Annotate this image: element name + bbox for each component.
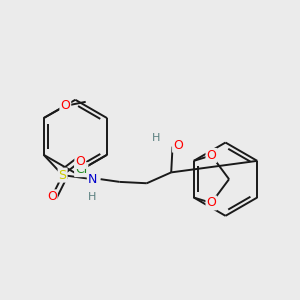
Text: O: O (206, 149, 216, 162)
Text: O: O (75, 155, 85, 168)
Text: N: N (88, 173, 97, 186)
Text: O: O (173, 139, 183, 152)
Text: O: O (206, 196, 216, 209)
Text: H: H (88, 192, 97, 202)
Text: O: O (47, 190, 57, 203)
Text: Cl: Cl (75, 163, 87, 176)
Text: O: O (60, 99, 70, 112)
Text: H: H (152, 134, 160, 143)
Text: S: S (58, 169, 67, 182)
